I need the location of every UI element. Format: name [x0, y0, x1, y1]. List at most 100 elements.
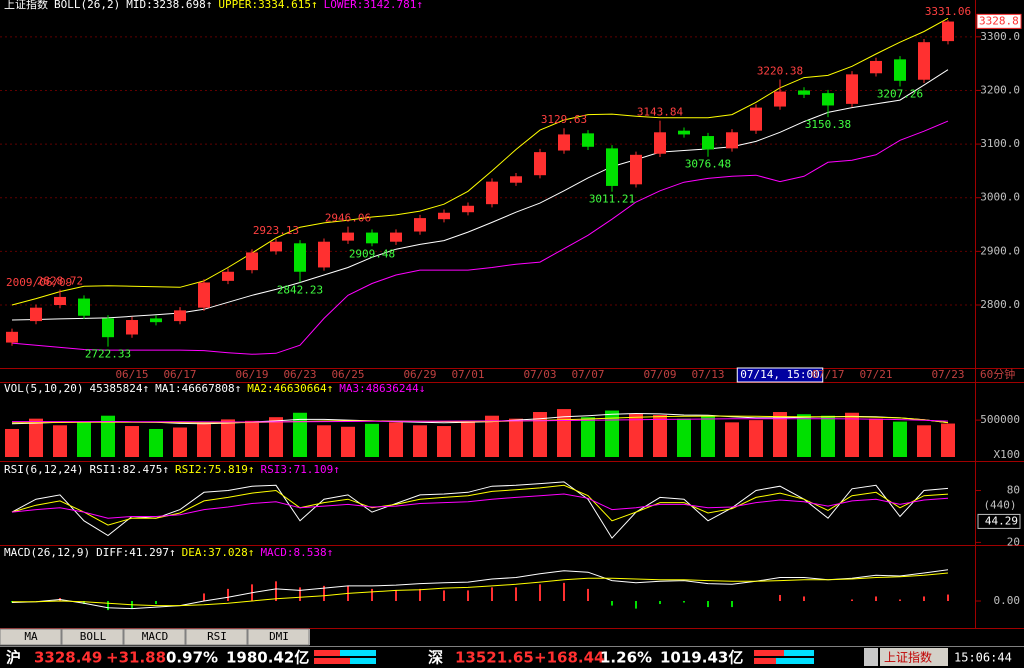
x-tick-label: 07/07: [571, 368, 604, 381]
volume-bar: [413, 425, 427, 457]
panel-legend: RSI(6,12,24): [4, 463, 83, 476]
cursor-date-box: [736, 367, 824, 383]
period-label: 60分钟: [980, 367, 1015, 381]
tab[interactable]: [61, 628, 124, 646]
candle-body: [318, 241, 330, 268]
y-tick-label: 500000: [980, 413, 1020, 426]
candle-body: [942, 21, 954, 42]
stock-name-box[interactable]: [880, 648, 948, 666]
y-tick-label: 3000.0: [980, 191, 1020, 204]
series-line: [11, 69, 949, 321]
low-label: 3076.48: [685, 158, 731, 171]
panel-legend: MID:3238.698↑: [126, 0, 212, 11]
volume-bar: [245, 420, 259, 457]
candle-body: [654, 132, 666, 154]
candle-body: [366, 232, 378, 244]
volume-bar: [533, 412, 547, 457]
candle-body: [750, 107, 762, 131]
icon[interactable]: [864, 648, 878, 666]
volume-bar: [749, 420, 763, 457]
panel-legend: LOWER:3142.781↑: [324, 0, 423, 11]
volume-bar: [797, 414, 811, 457]
panel-legend: MACD(26,12,9): [4, 546, 90, 559]
tab[interactable]: [123, 628, 186, 646]
x-tick-label: 06/15: [115, 368, 148, 381]
x-tick-label: 07/17: [811, 368, 844, 381]
volume-bar: [701, 416, 715, 457]
market-label: 沪: [6, 649, 21, 667]
tab[interactable]: [0, 628, 62, 646]
high-label: 3331.06: [925, 5, 971, 18]
breadth-bar: [754, 650, 814, 664]
volume-bar: [197, 422, 211, 457]
cursor-value-box: [977, 513, 1021, 529]
volume-bar: [125, 426, 139, 457]
turnover: 1019.43亿: [660, 649, 743, 667]
high-label: 3220.38: [757, 65, 803, 78]
volume-bar: [269, 417, 283, 457]
market-label: 深: [428, 649, 443, 667]
volume-bar: [173, 427, 187, 457]
x-tick-label: 07/13: [691, 368, 724, 381]
panel-legend: DIFF:41.297↑: [96, 546, 175, 559]
tab[interactable]: [247, 628, 310, 646]
volume-bar: [581, 417, 595, 457]
candle-body: [774, 91, 786, 107]
series-line: [11, 415, 949, 424]
unit-label: X100: [994, 448, 1021, 461]
volume-bar: [917, 425, 931, 457]
tab-label: BOLL: [80, 630, 107, 643]
candle-body: [438, 212, 450, 220]
tab-label: DMI: [269, 630, 289, 643]
volume-bar: [149, 428, 163, 457]
candle-body: [6, 331, 18, 343]
volume-bar: [821, 415, 835, 457]
volume-bar: [629, 413, 643, 457]
volume-bar: [941, 423, 955, 457]
volume-bar: [5, 428, 19, 457]
volume-bar: [773, 412, 787, 457]
date-tip: 2009/06/09: [6, 276, 72, 289]
tab-label: MA: [24, 630, 38, 643]
y-tick-label: 0.00: [994, 594, 1021, 607]
index-change: +31.88: [106, 649, 166, 667]
breadth-bar: [314, 650, 376, 664]
high-label: 2828.72: [37, 275, 83, 288]
candle-body: [798, 90, 810, 95]
volume-bar: [509, 418, 523, 457]
volume-bar: [677, 418, 691, 457]
candle-body: [606, 148, 618, 186]
x-tick-label: 06/19: [235, 368, 268, 381]
panel-legend: MA3:48636244↓: [339, 382, 425, 395]
tab[interactable]: [185, 628, 248, 646]
series-line: [11, 481, 949, 539]
candle-body: [846, 74, 858, 104]
panel-legend: MA2:46630664↑: [247, 382, 333, 395]
series-line: [11, 17, 949, 306]
candle-body: [630, 154, 642, 185]
x-tick-label: 07/09: [643, 368, 676, 381]
high-label: 2923.13: [253, 224, 299, 237]
stock-name: 上证指数: [884, 650, 932, 665]
low-label: 2909.48: [349, 247, 395, 260]
panel-legend: RSI1:82.475↑: [89, 463, 168, 476]
panel-legend: MACD:8.538↑: [260, 546, 333, 559]
clock: 15:06:44: [954, 651, 1012, 665]
candle-body: [870, 60, 882, 74]
x-tick-label: 07/21: [859, 368, 892, 381]
candle-body: [54, 296, 66, 305]
low-label: 3207.26: [877, 88, 923, 101]
volume-bar: [101, 415, 115, 457]
y-tick-label: 3200.0: [980, 83, 1020, 96]
y-tick-label: 80: [1007, 484, 1020, 497]
volume-bar: [221, 419, 235, 457]
y-tick-label: 20: [1007, 535, 1020, 548]
candle-body: [222, 271, 234, 281]
candle-body: [462, 205, 474, 213]
x-tick-label: 07/03: [523, 368, 556, 381]
candle-body: [918, 42, 930, 80]
last-price: 3328.8: [979, 14, 1019, 27]
volume-bar: [53, 425, 67, 457]
volume-bar: [341, 426, 355, 457]
